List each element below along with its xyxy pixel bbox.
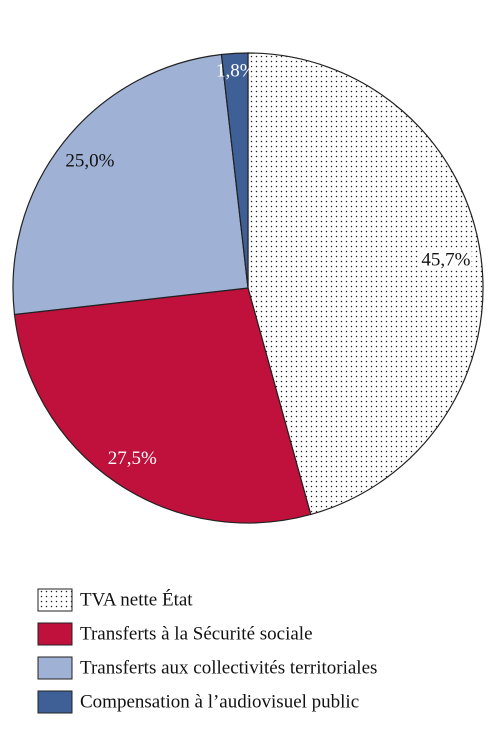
legend-label: TVA nette État [80,588,193,610]
pie-slice [247,52,484,516]
data-label: 27,5% [108,448,157,469]
legend-swatch [37,690,73,714]
legend-label: Compensation à l’audiovisuel public [80,691,359,712]
label-background [420,249,472,271]
pie-slice [13,287,312,524]
pie-slice [12,53,249,316]
legend-label: Transferts aux collectivités territorial… [80,657,377,678]
legend-label: Transferts à la Sécurité sociale [80,623,313,644]
data-label: 25,0% [65,150,114,171]
data-label: 45,7% [421,249,470,270]
legend-swatch [37,588,73,612]
data-label: 1,8% [216,61,256,82]
legend-swatch [37,622,73,646]
pie-slice [220,52,249,289]
legend-swatch [37,656,73,680]
